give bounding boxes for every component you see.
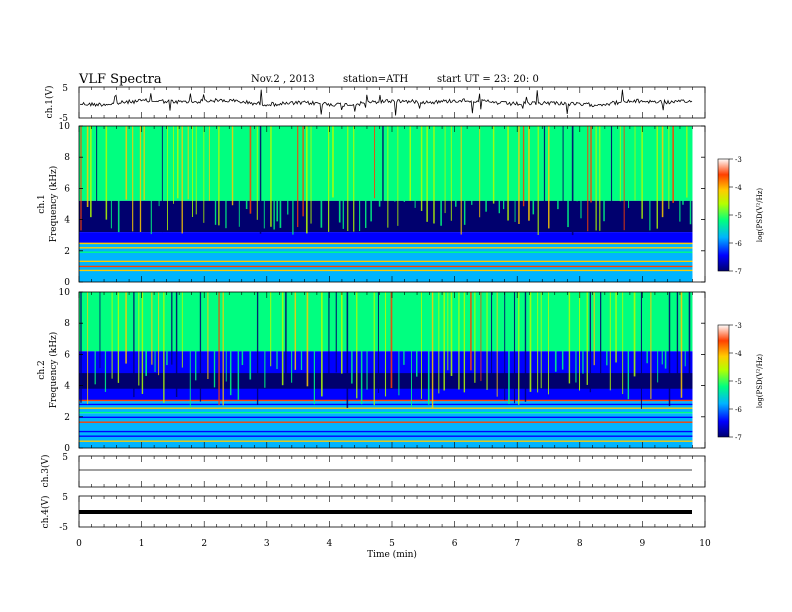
colorbar-tick-label: -5 [735,378,742,386]
colorbar-tick-label: -5 [735,212,742,220]
time-axis: 0 1 2 3 4 5 6 7 8 9 10 [76,87,711,549]
ch1-colorbar-label: log(PSD(V²/Hz) [756,188,764,243]
y-tick-label: 8 [64,153,70,163]
x-tick-label: 5 [389,539,395,549]
y-tick-label: 10 [59,288,71,298]
y-tick-label: 4 [64,216,70,226]
colorbar-tick-label: -3 [735,156,742,164]
ch4-waveform-panel: 5 -5 ch.4(V) [40,493,706,533]
y-tick-label: 2 [64,413,70,423]
ch1-spec-ylabel-top: ch.1 [37,194,47,213]
ch2-spec-ylabel: Frequency (kHz) [48,332,59,409]
spectral-band [79,200,693,233]
y-tick-label: 8 [64,319,70,329]
station-label: station=ATH [343,74,409,85]
y-tick-label: 10 [59,122,71,132]
y-tick-label: 0 [64,444,70,454]
ch1-waveform-trace [79,89,693,116]
y-tick-label: 2 [64,247,70,257]
x-tick-label: 3 [264,539,270,549]
ch3-ytick-top: 5 [62,453,68,463]
x-tick-label: 1 [139,539,145,549]
ch4-ytick-bottom: -5 [59,523,68,533]
ch2-spec-ylabel-top: ch.2 [37,360,47,379]
x-tick-label: 0 [76,539,82,549]
spectral-band [79,401,693,414]
date-label: Nov.2 , 2013 [251,74,315,85]
ch1-ytick-bottom: -5 [59,114,68,124]
ch1-waveform-panel: 5 -5 ch.1(V) [44,84,706,124]
ch1-ytick-top: 5 [62,84,68,94]
ch4-ytick-top: 5 [62,493,68,503]
spectral-band [79,232,693,243]
colorbar-tick-label: -6 [735,240,742,248]
ch2-colorbar: -3 -4 -5 -6 -7 log(PSD(V²/Hz) [717,322,764,442]
colorbar-tick-label: -7 [735,268,742,276]
x-tick-label: 7 [514,539,520,549]
x-tick-label: 6 [452,539,458,549]
ch2-colorbar-label: log(PSD(V²/Hz) [756,354,764,409]
spectral-band [79,243,693,282]
ch1-ylabel: ch.1(V) [44,86,55,119]
x-tick-label: 2 [201,539,207,549]
spectral-band [79,413,693,448]
y-tick-label: 6 [64,350,70,360]
colorbar-tick-label: -7 [735,434,742,442]
y-tick-label: 0 [64,278,70,288]
ch3-ylabel: ch.3(V) [40,455,51,488]
y-tick-label: 4 [64,382,70,392]
ch1-spec-ylabel: Frequency (kHz) [48,166,59,243]
ch4-ylabel: ch.4(V) [40,496,51,529]
x-tick-label: 8 [577,539,583,549]
ch1-colorbar: -3 -4 -5 -6 -7 log(PSD(V²/Hz) [717,156,764,276]
colorbar-tick-label: -4 [735,350,742,358]
x-tick-label: 4 [327,539,333,549]
chart-title: VLF Spectra [79,72,162,87]
spectral-band [79,126,693,201]
ch1-spectrogram-panel: 0 2 4 6 8 10 ch.1 Frequency (kHz) [37,122,706,288]
x-tick-label: 10 [699,539,711,549]
colorbar-tick-label: -3 [735,322,742,330]
colorbar-tick-label: -6 [735,406,742,414]
ch3-waveform-panel: 5 ch.3(V) [40,453,706,488]
ch2-spectrogram-panel: 0 2 4 6 8 10 ch.2 Frequency (kHz) [37,288,706,454]
colorbar-tick-label: -4 [735,184,742,192]
x-tick-label: 9 [640,539,646,549]
y-tick-label: 6 [64,184,70,194]
x-axis-label: Time (min) [367,549,417,560]
start-time-label: start UT = 23: 20: 0 [437,74,539,85]
